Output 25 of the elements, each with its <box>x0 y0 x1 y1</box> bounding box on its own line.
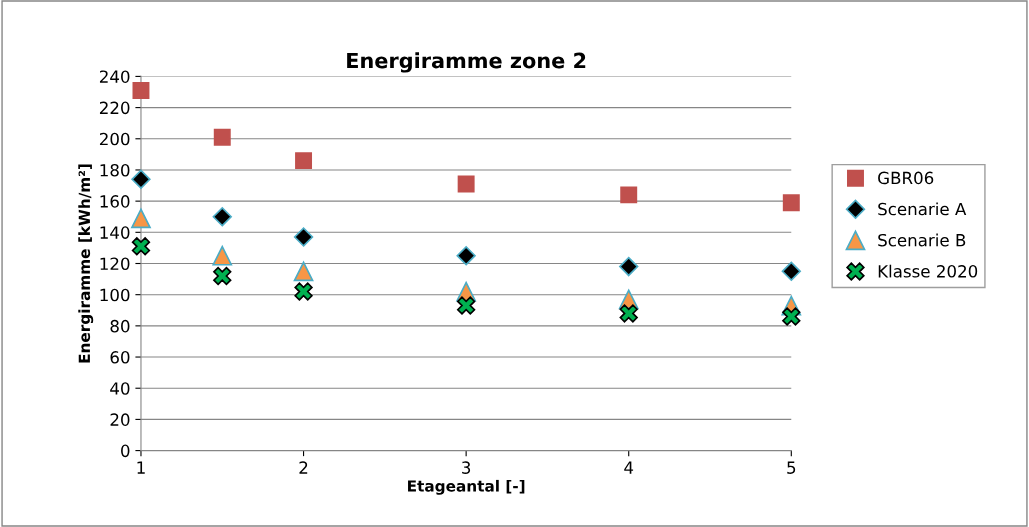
y-tick-label: 60 <box>110 351 130 364</box>
y-tick-label: 120 <box>100 257 130 271</box>
x-tick-label: 3 <box>462 461 471 474</box>
chart-title: Energiramme zone 2 <box>347 52 586 73</box>
x-tick-label: 1 <box>137 461 145 474</box>
y-tick-label: 20 <box>110 413 130 426</box>
x-axis-title: Etageantal [-] <box>408 479 525 495</box>
y-tick-label: 100 <box>100 288 130 302</box>
legend-label: Scenarie A <box>878 202 967 216</box>
x-tick-label: 4 <box>624 461 634 474</box>
legend-label: Scenarie B <box>878 233 966 247</box>
y-tick-label: 40 <box>110 382 130 395</box>
y-tick-label: 80 <box>110 319 130 333</box>
y-tick-label: 180 <box>100 163 130 177</box>
y-tick-label: 240 <box>99 70 130 83</box>
x-tick-label: 2 <box>299 461 308 474</box>
x-tick-label: 5 <box>787 461 796 474</box>
y-tick-label: 220 <box>99 101 130 115</box>
legend-label: GBR06 <box>878 171 934 185</box>
y-axis-title: Energiramme [kWh/m²] <box>78 164 94 363</box>
y-tick-label: 140 <box>100 226 130 239</box>
y-tick-label: 200 <box>99 132 130 146</box>
y-tick-label: 160 <box>100 195 130 208</box>
y-tick-label: 0 <box>121 444 130 458</box>
legend-label: Klasse 2020 <box>878 264 978 278</box>
